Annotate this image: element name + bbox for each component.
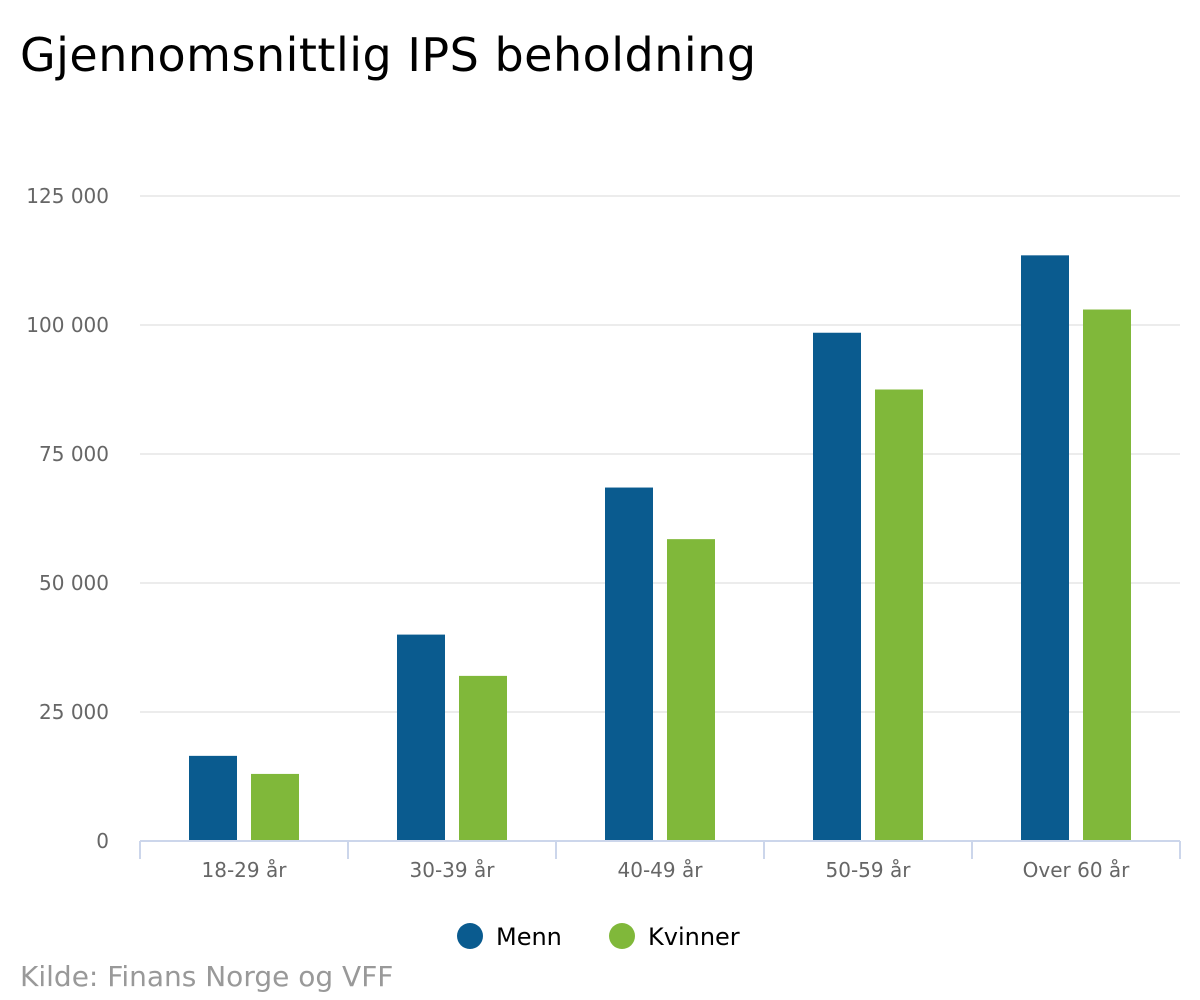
y-axis-ticks: 0 25 000 50 000 75 000 100 000 125 000 <box>26 184 109 853</box>
legend-swatch <box>609 923 635 949</box>
legend-label: Kvinner <box>648 923 740 951</box>
x-tick-label: 18-29 år <box>202 858 288 882</box>
bar-kvinner-0 <box>251 773 299 841</box>
y-tick-label: 100 000 <box>26 313 109 337</box>
x-tick-label: 40-49 år <box>618 858 704 882</box>
x-axis <box>139 840 1181 859</box>
y-tick-label: 0 <box>96 829 109 853</box>
bar-menn-1 <box>397 634 445 841</box>
x-axis-ticks: 18-29 år 30-39 år 40-49 år 50-59 år Over 60 … <box>202 858 1131 882</box>
x-tick-label: 50-59 år <box>826 858 912 882</box>
legend-swatch <box>457 923 483 949</box>
y-tick-label: 75 000 <box>39 442 109 466</box>
x-tick-label: 30-39 år <box>410 858 496 882</box>
bar-menn-0 <box>189 755 237 841</box>
grid-lines <box>140 195 1180 713</box>
source-credit: Kilde: Finans Norge og VFF <box>20 960 394 993</box>
chart-title: Gjennomsnittlig IPS beholdning <box>20 28 757 82</box>
legend-item-kvinner[interactable]: Kvinner <box>609 923 740 951</box>
y-tick-label: 25 000 <box>39 700 109 724</box>
bar-menn-2 <box>605 487 653 841</box>
bar-kvinner-4 <box>1083 309 1131 841</box>
bars <box>189 255 1131 842</box>
legend-item-menn[interactable]: Menn <box>457 923 562 951</box>
bar-kvinner-2 <box>667 539 715 841</box>
legend: Menn Kvinner <box>457 923 740 951</box>
bar-menn-4 <box>1021 255 1069 842</box>
y-tick-label: 125 000 <box>26 184 109 208</box>
bar-kvinner-1 <box>459 675 507 841</box>
y-tick-label: 50 000 <box>39 571 109 595</box>
bar-kvinner-3 <box>875 389 923 841</box>
legend-label: Menn <box>496 923 562 951</box>
bar-menn-3 <box>813 332 861 841</box>
x-tick-label: Over 60 år <box>1023 858 1131 882</box>
